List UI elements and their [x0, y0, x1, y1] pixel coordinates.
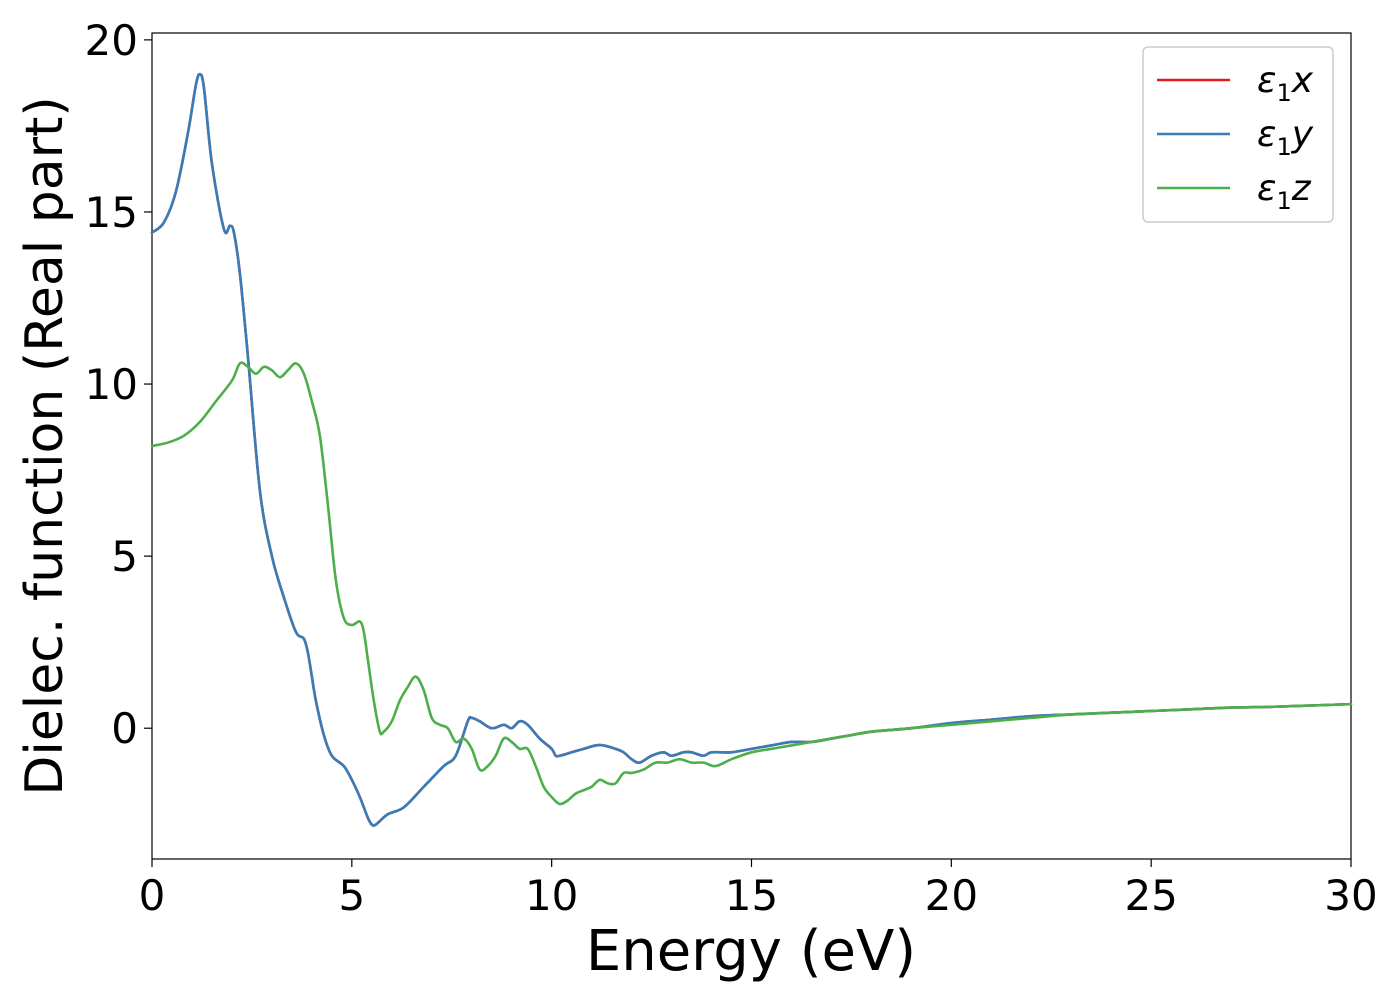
y-tick-label: 5	[111, 532, 138, 581]
legend-box	[1142, 46, 1334, 223]
legend-label: ε1x	[1257, 60, 1314, 107]
x-ticks: 0 5 10 15 20 25 30	[139, 859, 1378, 920]
x-tick-label: 30	[1324, 871, 1377, 920]
y-tick-label: 10	[85, 360, 138, 409]
y-tick-label: 15	[85, 188, 138, 237]
x-tick-label: 5	[338, 871, 365, 920]
y-ticks: 0 5 10 15 20	[85, 16, 152, 753]
series-line-z	[150, 361, 1353, 806]
x-tick-label: 15	[725, 871, 778, 920]
legend-label: ε1y	[1257, 114, 1314, 161]
legend: ε1x ε1y ε1z	[1142, 46, 1334, 223]
legend-label: ε1z	[1257, 168, 1312, 215]
y-tick-label: 0	[111, 704, 138, 753]
series-layer	[150, 72, 1353, 827]
x-axis-label: Energy (eV)	[586, 919, 916, 984]
x-tick-label: 25	[1124, 871, 1177, 920]
legend-entries: ε1x ε1y ε1z	[1157, 60, 1314, 215]
y-tick-label: 20	[85, 16, 138, 65]
x-tick-label: 20	[925, 871, 978, 920]
y-axis-label: Dielec. function (Real part)	[15, 96, 75, 795]
x-tick-label: 10	[525, 871, 578, 920]
x-tick-label: 0	[139, 871, 166, 920]
